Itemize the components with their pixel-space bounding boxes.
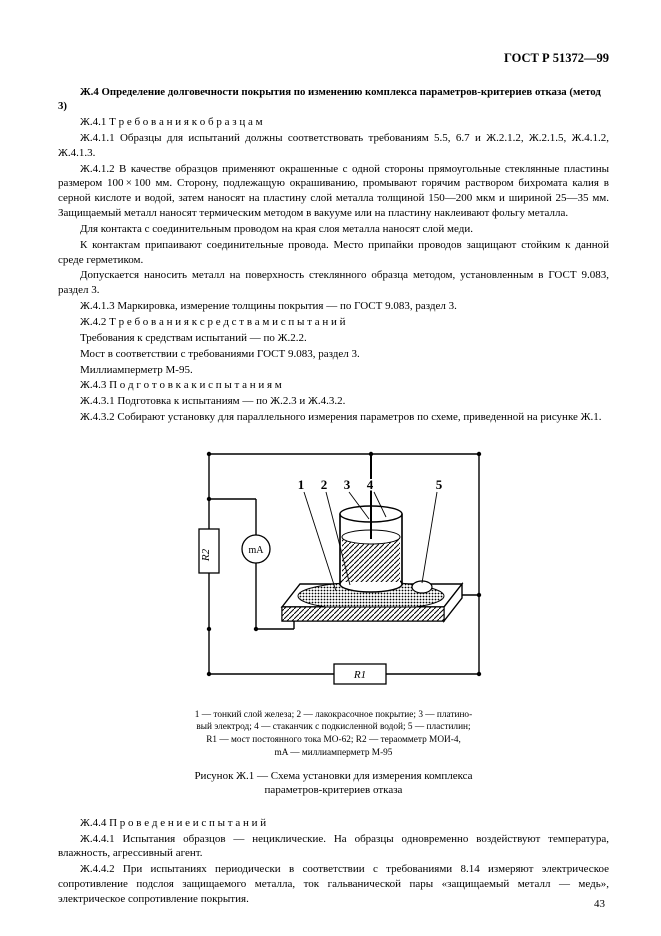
para-4142: Ж.4.4.2 При испытаниях периодически в со… bbox=[58, 862, 609, 907]
svg-text:1: 1 bbox=[297, 477, 304, 492]
para-4131: Ж.4.3.1 Подготовка к испытаниям — по Ж.2… bbox=[58, 394, 609, 409]
para-413-hdr: Ж.4.3 П о д г о т о в к а к и с п ы т а … bbox=[58, 378, 609, 393]
para-4112: Ж.4.1.2 В качестве образцов применяют ок… bbox=[58, 162, 609, 221]
svg-text:5: 5 bbox=[435, 477, 442, 492]
figure-caption: Рисунок Ж.1 — Схема установки для измере… bbox=[58, 769, 609, 798]
para-4132: Ж.4.3.2 Собирают установку для параллель… bbox=[58, 410, 609, 425]
para-412-hdr: Ж.4.2 Т р е б о в а н и я к с р е д с т … bbox=[58, 315, 609, 330]
page-number: 43 bbox=[594, 897, 605, 912]
para-4112b: Для контакта с соединительным проводом н… bbox=[58, 222, 609, 237]
para-411-hdr: Ж.4.1 Т р е б о в а н и я к о б р а з ц … bbox=[58, 115, 609, 130]
figure-svg: R2 mA bbox=[164, 439, 504, 699]
para-4112c: К контактам припаивают соединительные пр… bbox=[58, 238, 609, 268]
svg-text:R2: R2 bbox=[200, 548, 212, 562]
svg-text:3: 3 bbox=[343, 477, 350, 492]
figure-legend: 1 — тонкий слой железа; 2 — лакокрасочно… bbox=[58, 709, 609, 759]
para-4113: Ж.4.1.3 Маркировка, измерение толщины по… bbox=[58, 299, 609, 314]
para-4111: Ж.4.1.1 Образцы для испытаний должны соо… bbox=[58, 131, 609, 161]
para-412b: Мост в соответствии с требованиями ГОСТ … bbox=[58, 347, 609, 362]
para-414-hdr: Ж.4.4 П р о в е д е н и е и с п ы т а н … bbox=[58, 816, 609, 831]
svg-text:4: 4 bbox=[366, 477, 373, 492]
para-412a: Требования к средствам испытаний — по Ж.… bbox=[58, 331, 609, 346]
para-4141: Ж.4.4.1 Испытания образцов — нециклическ… bbox=[58, 832, 609, 862]
para-412c: Миллиамперметр М-95. bbox=[58, 363, 609, 378]
doc-id: ГОСТ Р 51372—99 bbox=[58, 50, 609, 67]
svg-text:2: 2 bbox=[320, 477, 327, 492]
heading-zh4: Ж.4 Определение долговечности покрытия п… bbox=[58, 85, 609, 114]
para-4112d: Допускается наносить металл на поверхнос… bbox=[58, 268, 609, 298]
svg-text:R1: R1 bbox=[352, 669, 365, 681]
figure-zh1: R2 mA bbox=[58, 439, 609, 798]
svg-text:mA: mA bbox=[248, 545, 264, 556]
